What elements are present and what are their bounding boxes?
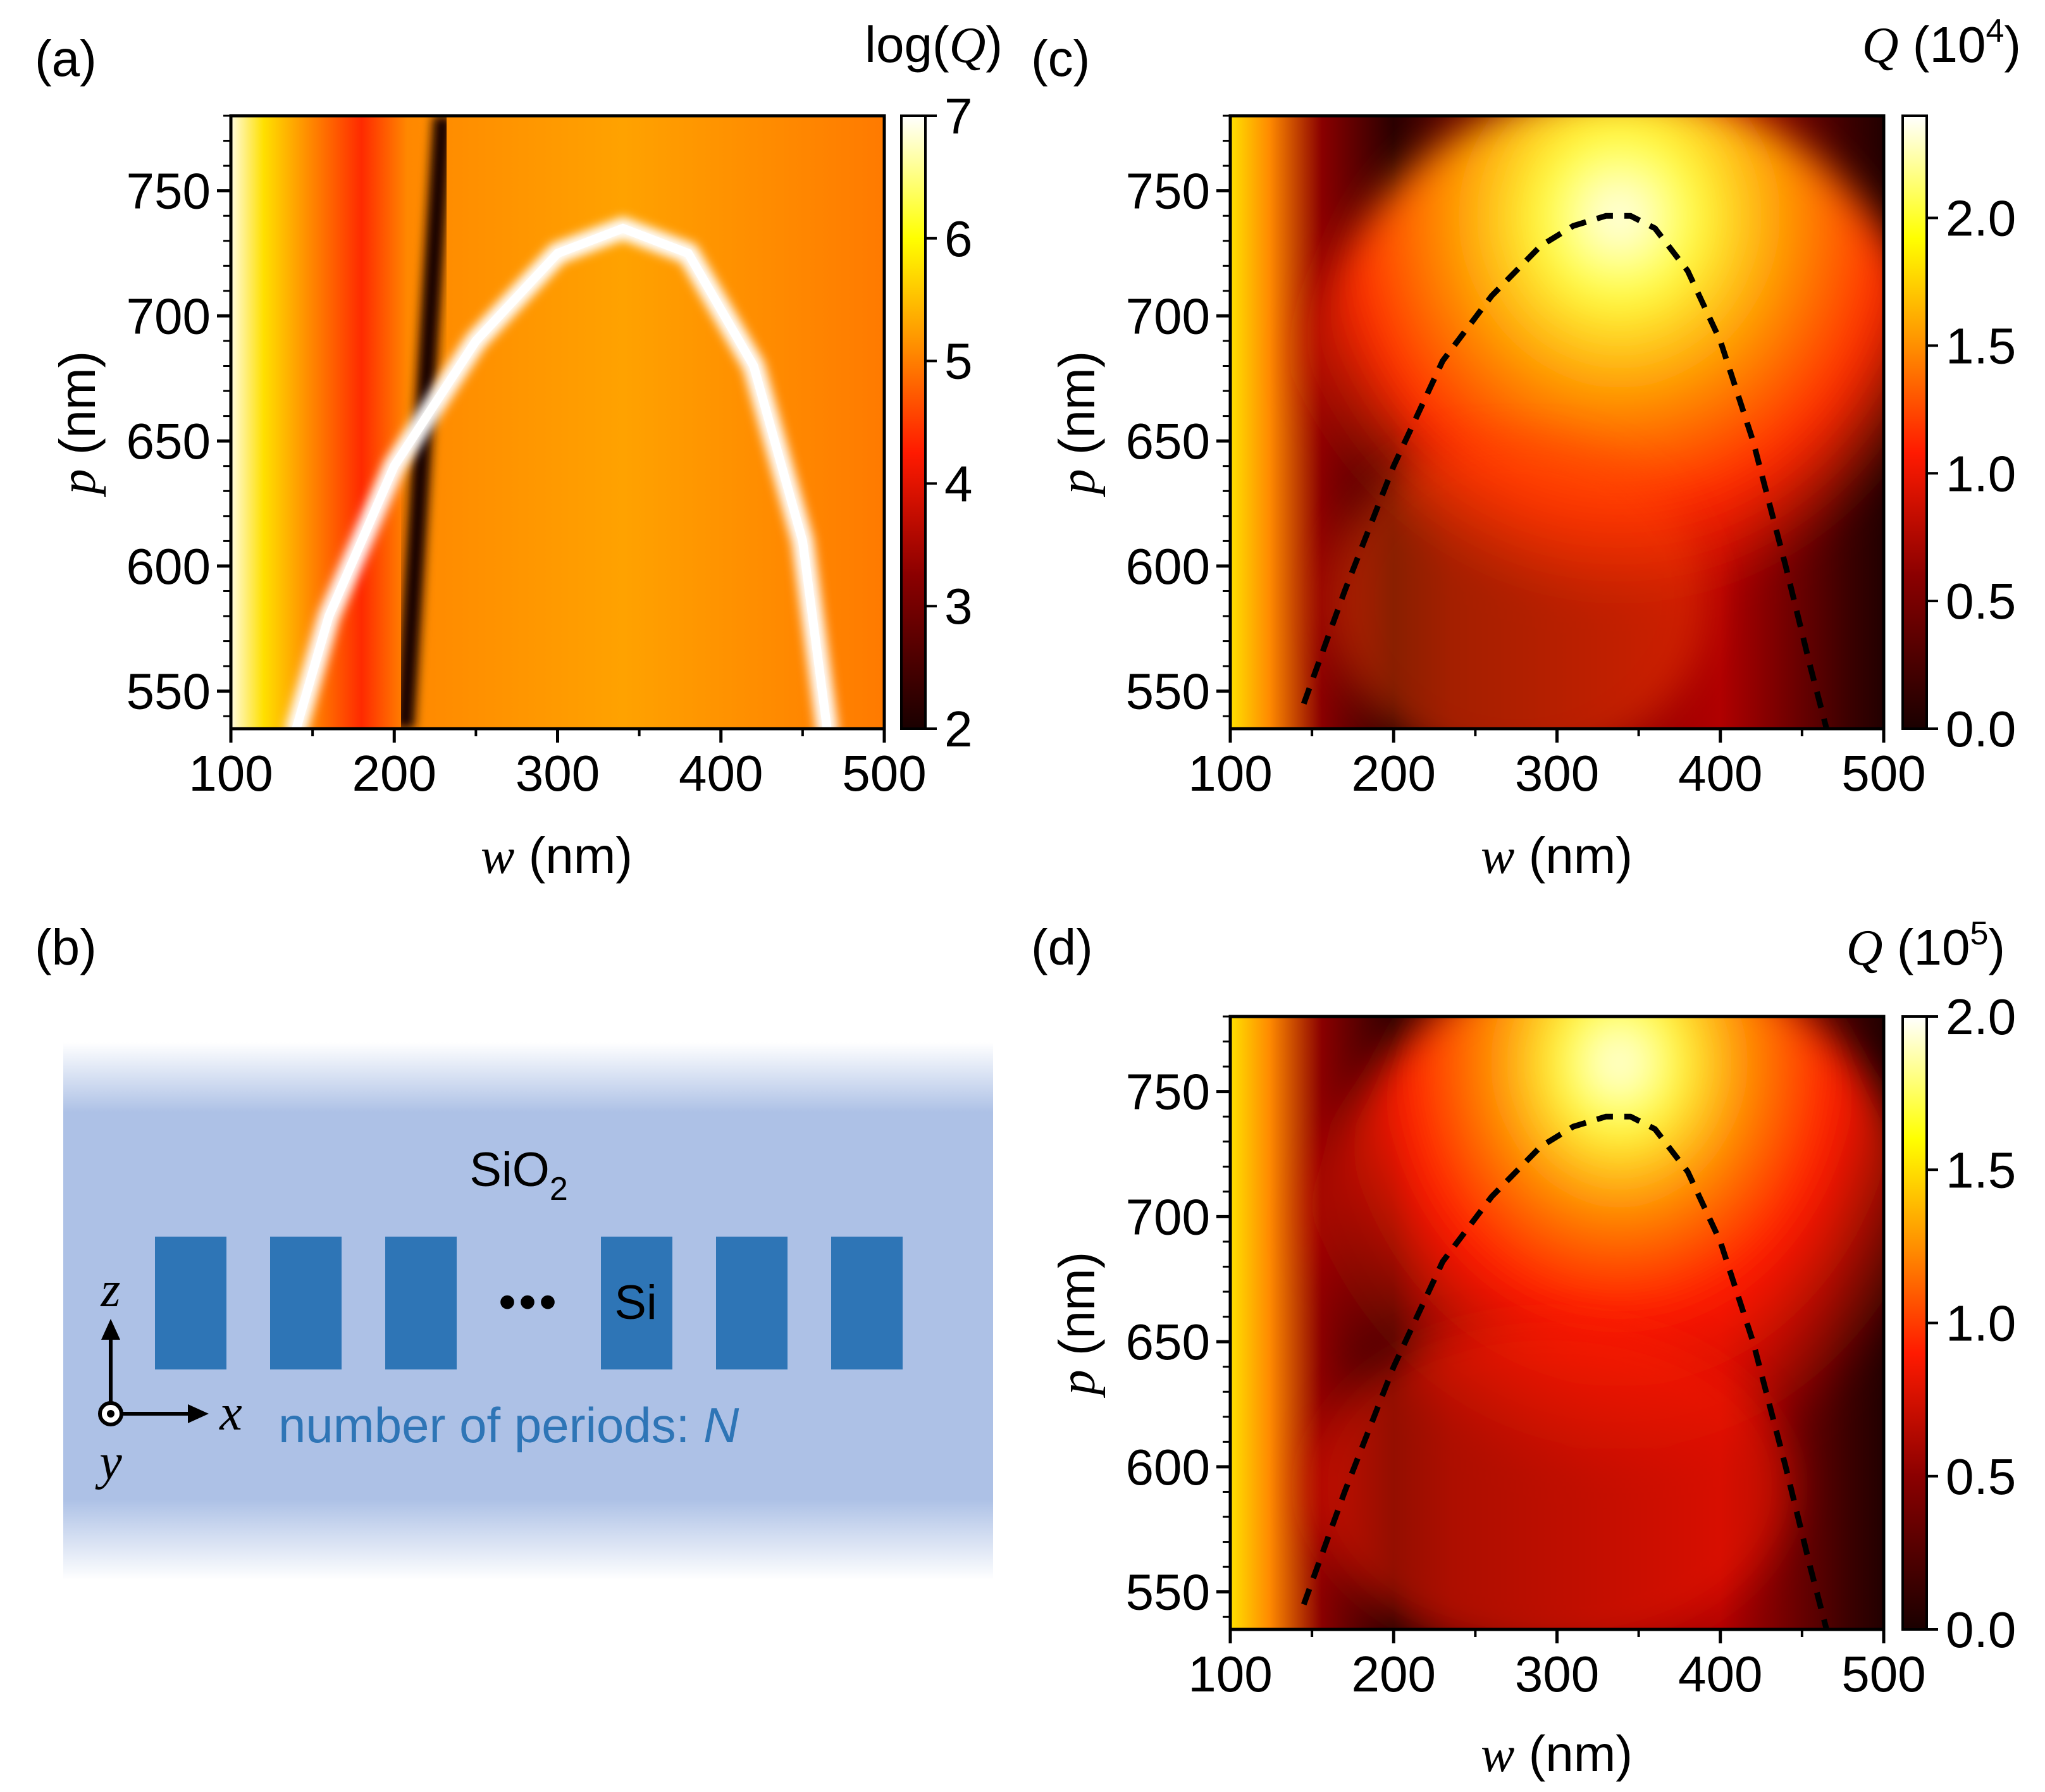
sio2-label: SiO2 <box>469 1143 568 1208</box>
panel-a-colorbar-title: log(Q) <box>865 16 1003 73</box>
panel-c-ytick-label: 750 <box>1126 163 1210 219</box>
panel-a-colorbar-tick: 4 <box>944 455 973 512</box>
panel-a-ytick-label: 700 <box>127 288 211 344</box>
panel-c-label: (c) <box>1031 30 1090 87</box>
panel-a-ylabel: p (nm) <box>49 351 106 498</box>
panel-a-ytick-label: 650 <box>127 413 211 469</box>
panel-a-xtick-label: 200 <box>352 745 436 801</box>
panel-d-ytick-label: 600 <box>1126 1439 1210 1495</box>
axis-y-label: y <box>95 1435 122 1490</box>
panel-d-colorbar <box>1901 1015 1928 1631</box>
axis-z-label: z <box>100 1262 120 1318</box>
panel-a-axes: 100 200 300 400 500 750 700 650 600 550 <box>127 114 927 801</box>
si-bar <box>601 1237 672 1369</box>
panel-c-ytick-label: 550 <box>1126 664 1210 720</box>
panel-d-xtick-label: 500 <box>1841 1646 1925 1702</box>
panel-a-ytick-label: 550 <box>127 664 211 720</box>
panel-c-colorbar-tick: 0.5 <box>1946 573 2016 629</box>
panel-c-axes: 100 200 300 400 500 750 700 650 600 550 <box>1126 114 1926 801</box>
panel-b: (b) SiO2 ••• Si z x y number of periods:… <box>35 919 993 1580</box>
panel-c-ylabel: p (nm) <box>1049 351 1106 498</box>
panel-d-xtick-label: 300 <box>1515 1646 1599 1702</box>
panel-d-xtick-label: 100 <box>1188 1646 1272 1702</box>
si-bar <box>385 1237 457 1369</box>
panel-d-colorbar-tick: 0.5 <box>1946 1449 2016 1505</box>
panel-d-xtick-label: 400 <box>1678 1646 1762 1702</box>
panel-c-xlabel: w (nm) <box>1481 827 1633 884</box>
panel-d-ytick-label: 650 <box>1126 1314 1210 1370</box>
panel-d-ytick-label: 750 <box>1126 1064 1210 1120</box>
panel-d-ytick-label: 550 <box>1126 1564 1210 1621</box>
panel-c-xtick-label: 200 <box>1352 745 1436 801</box>
axis-x-label: x <box>219 1385 242 1441</box>
panel-c-xtick-label: 500 <box>1841 745 1925 801</box>
panel-d-dashed-curve <box>1301 1113 1829 1629</box>
panel-a-colorbar-tick: 3 <box>944 578 973 634</box>
periods-label: number of periods: N <box>278 1397 739 1453</box>
panel-d-colorbar-tick: 1.5 <box>1946 1142 2016 1198</box>
panel-a: (a) 100 200 300 400 500 750 700 650 600 550 7 6 5 4 3… <box>35 16 1003 884</box>
panel-a-colorbar-tick: 5 <box>944 333 973 390</box>
panel-a-ytick-label: 750 <box>127 163 211 219</box>
panel-d-colorbar-tick: 1.0 <box>1946 1295 2016 1352</box>
si-bar <box>831 1237 903 1369</box>
panel-a-colorbar-tick: 2 <box>944 701 973 757</box>
panel-d-xlabel: w (nm) <box>1481 1726 1633 1783</box>
panel-c-ytick-label: 650 <box>1126 413 1210 469</box>
panel-c-colorbar-tick: 0.0 <box>1946 701 2016 757</box>
panel-a-xtick-label: 500 <box>842 745 926 801</box>
panel-c-xtick-label: 100 <box>1188 745 1272 801</box>
panel-d: (d) 100 200 300 400 500 750 700 650 600 550 2.0 1.… <box>1031 915 2016 1783</box>
panel-d-label: (d) <box>1031 919 1093 975</box>
panel-c-heatmap <box>1230 116 1884 729</box>
si-label: Si <box>614 1276 657 1330</box>
panel-c: (c) 100 200 300 400 500 750 700 650 600 550 2.0 1.… <box>1031 13 2021 884</box>
panel-a-xtick-label: 400 <box>679 745 763 801</box>
panel-c-colorbar <box>1901 114 1928 730</box>
panel-a-heatmap <box>231 116 884 729</box>
panel-d-heatmap <box>1230 1016 1884 1629</box>
panel-b-label: (b) <box>35 919 97 975</box>
panel-a-ytick-label: 600 <box>127 538 211 595</box>
panel-c-dashed-curve <box>1301 213 1829 729</box>
panel-c-colorbar-tick: 1.5 <box>1946 318 2016 374</box>
panel-c-xtick-label: 300 <box>1515 745 1599 801</box>
panel-a-colorbar <box>900 114 927 730</box>
panel-c-colorbar-tick: 2.0 <box>1946 190 2016 247</box>
panel-c-xtick-label: 400 <box>1678 745 1762 801</box>
si-bar <box>155 1237 226 1369</box>
panel-d-axes: 100 200 300 400 500 750 700 650 600 550 <box>1126 1015 1926 1702</box>
panel-c-colorbar-tick: 1.0 <box>1946 445 2016 502</box>
panel-a-colorbar-tick: 6 <box>944 211 973 267</box>
panel-a-xtick-label: 300 <box>516 745 600 801</box>
panel-c-ytick-label: 600 <box>1126 538 1210 595</box>
panel-c-colorbar-title: Q (104) <box>1862 13 2021 73</box>
panel-d-xtick-label: 200 <box>1352 1646 1436 1702</box>
panel-d-colorbar-title: Q (105) <box>1846 915 2005 976</box>
panel-a-xlabel: w (nm) <box>481 827 633 884</box>
panel-a-label: (a) <box>35 30 97 87</box>
panel-a-colorbar-tick: 7 <box>944 88 973 144</box>
panel-a-xtick-label: 100 <box>188 745 273 801</box>
panel-c-ytick-label: 700 <box>1126 288 1210 344</box>
panel-d-ytick-label: 700 <box>1126 1189 1210 1245</box>
panel-d-ylabel: p (nm) <box>1049 1252 1106 1399</box>
axes-triad: z x y <box>95 1262 242 1490</box>
si-bar <box>716 1237 788 1369</box>
panel-d-colorbar-tick: 0.0 <box>1946 1602 2016 1658</box>
si-bar <box>270 1237 342 1369</box>
ellipsis: ••• <box>498 1273 559 1330</box>
panel-d-colorbar-tick: 2.0 <box>1946 989 2016 1045</box>
